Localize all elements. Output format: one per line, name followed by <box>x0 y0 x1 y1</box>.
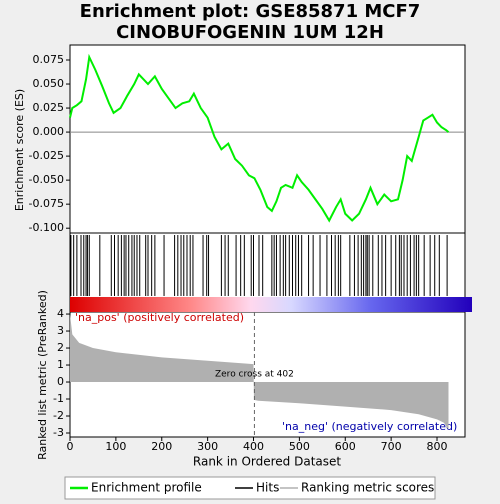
heat-bar <box>70 297 472 312</box>
y-tick-label: 1 <box>57 358 64 371</box>
x-tick-label: 200 <box>151 440 172 453</box>
x-tick-label: 100 <box>105 440 126 453</box>
y-tick-label: -1 <box>53 392 64 405</box>
y-tick-label: -3 <box>53 426 64 439</box>
legend-label: Hits <box>256 481 279 495</box>
pos-label: 'na_pos' (positively correlated) <box>75 311 244 324</box>
x-tick-label: 500 <box>289 440 310 453</box>
x-label: Rank in Ordered Dataset <box>193 455 341 469</box>
metric-area <box>70 314 449 430</box>
neg-label: 'na_neg' (negatively correlated) <box>282 420 457 433</box>
x-tick-label: 700 <box>381 440 402 453</box>
x-tick-label: 0 <box>67 440 74 453</box>
y-tick-label: 0 <box>57 375 64 388</box>
legend-label: Ranking metric scores <box>301 481 434 495</box>
y-tick-label: 0.000 <box>33 125 65 138</box>
y-label: Ranked list metric (PreRanked) <box>36 290 49 460</box>
x-tick-label: 600 <box>335 440 356 453</box>
y-tick-label: -0.075 <box>29 197 64 210</box>
x-tick-label: 800 <box>427 440 448 453</box>
y-tick-label: 0.075 <box>33 53 65 66</box>
annotation: Zero cross at 402 <box>215 370 294 380</box>
y-tick-label: 0.025 <box>33 101 65 114</box>
y-tick-label: 3 <box>57 324 64 337</box>
y-tick-label: 4 <box>57 307 64 320</box>
es-line <box>69 53 450 223</box>
y-tick-label: -2 <box>53 409 64 422</box>
title: Enrichment plot: GSE85871 MCF7 <box>80 1 421 22</box>
y-tick-label: -0.050 <box>29 173 64 186</box>
x-tick-label: 300 <box>197 440 218 453</box>
legend-label: Enrichment profile <box>91 481 202 495</box>
y-tick-label: -0.025 <box>29 149 64 162</box>
y-tick-label: -0.100 <box>29 221 64 234</box>
y-tick-label: 2 <box>57 341 64 354</box>
x-tick-label: 400 <box>243 440 264 453</box>
subtitle: CINOBUFOGENIN 1UM 12H <box>116 22 384 43</box>
y-label: Enrichment score (ES) <box>13 89 26 211</box>
y-tick-label: 0.050 <box>33 77 65 90</box>
